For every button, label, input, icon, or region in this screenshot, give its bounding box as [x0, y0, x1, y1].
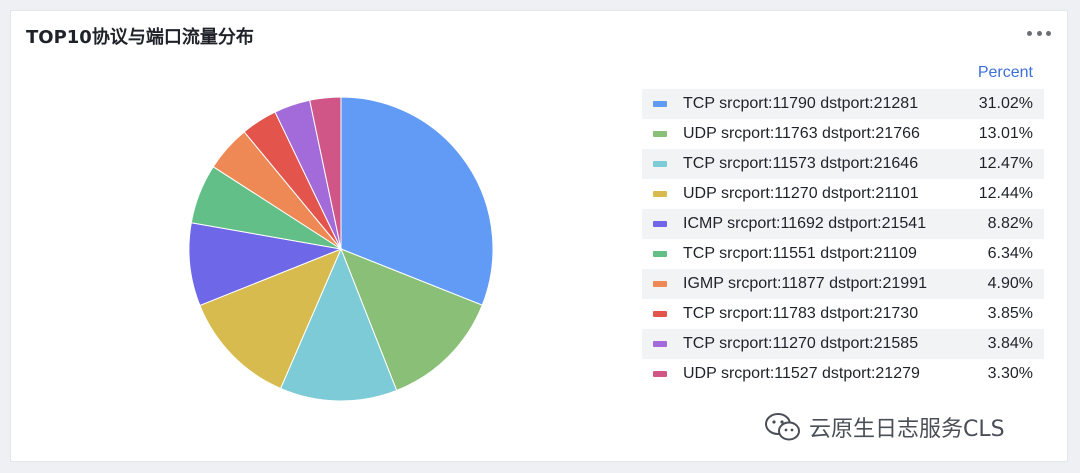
legend-value: 3.30% [987, 365, 1033, 382]
legend-value: 13.01% [978, 125, 1033, 142]
legend-value: 4.90% [987, 275, 1033, 292]
panel-title: TOP10协议与端口流量分布 [26, 27, 254, 48]
pie-slice[interactable] [309, 96, 342, 250]
legend-swatch [653, 101, 667, 107]
more-dot [1036, 30, 1042, 36]
legend-value: 3.85% [987, 305, 1033, 322]
legend-item[interactable]: UDP srcport:11527 dstport:21279 3.30% [642, 359, 1044, 389]
pie-slice[interactable] [279, 247, 398, 402]
legend-label: UDP srcport:11527 dstport:21279 [683, 365, 920, 382]
pie-chart [188, 96, 494, 402]
legend-label: TCP srcport:11551 dstport:21109 [683, 245, 917, 262]
legend-label: TCP srcport:11783 dstport:21730 [683, 305, 919, 322]
legend-label: IGMP srcport:11877 dstport:21991 [683, 275, 927, 292]
legend-swatch [653, 281, 667, 287]
legend-item[interactable]: IGMP srcport:11877 dstport:21991 4.90% [642, 269, 1044, 299]
legend-item[interactable]: UDP srcport:11270 dstport:21101 12.44% [642, 179, 1044, 209]
legend-label: UDP srcport:11270 dstport:21101 [683, 185, 919, 202]
legend-label: TCP srcport:11270 dstport:21585 [683, 335, 919, 352]
legend-item[interactable]: TCP srcport:11573 dstport:21646 12.47% [642, 149, 1044, 179]
pie-slice[interactable] [340, 248, 483, 392]
legend-value: 31.02% [978, 95, 1033, 112]
legend-swatch [653, 371, 667, 377]
legend-label: UDP srcport:11763 dstport:21766 [683, 125, 920, 142]
legend-label: ICMP srcport:11692 dstport:21541 [683, 215, 927, 232]
legend-item[interactable]: TCP srcport:11790 dstport:21281 31.02% [642, 89, 1044, 119]
watermark-text: 云原生日志服务CLS [809, 417, 1005, 442]
chart-panel: TOP10协议与端口流量分布 Percent TCP srcport:11790… [10, 10, 1068, 462]
legend-label: TCP srcport:11790 dstport:21281 [683, 95, 919, 112]
legend-label: TCP srcport:11573 dstport:21646 [683, 155, 919, 172]
legend-value: 3.84% [987, 335, 1033, 352]
more-horizontal-icon[interactable] [1027, 28, 1051, 38]
legend-swatch [653, 161, 667, 167]
watermark: 云原生日志服务CLS [763, 411, 1005, 443]
legend-swatch [653, 191, 667, 197]
more-dot [1046, 30, 1051, 36]
legend-item[interactable]: TCP srcport:11783 dstport:21730 3.85% [642, 299, 1044, 329]
legend-value: 12.44% [978, 185, 1033, 202]
legend-item[interactable]: TCP srcport:11270 dstport:21585 3.84% [642, 329, 1044, 359]
legend-value: 6.34% [987, 245, 1033, 262]
legend-swatch [653, 131, 667, 137]
more-dot [1027, 30, 1032, 36]
legend-swatch [653, 341, 667, 347]
pie-slice[interactable] [340, 96, 494, 306]
legend-value: 8.82% [987, 215, 1033, 232]
chart-legend: Percent TCP srcport:11790 dstport:21281 3… [642, 63, 1044, 389]
legend-swatch [653, 221, 667, 227]
pie-slice[interactable] [199, 248, 342, 390]
wechat-icon [765, 413, 800, 441]
legend-item[interactable]: UDP srcport:11763 dstport:21766 13.01% [642, 119, 1044, 149]
legend-header: Percent [977, 64, 1033, 81]
pie-slice[interactable] [188, 222, 343, 307]
legend-item[interactable]: ICMP srcport:11692 dstport:21541 8.82% [642, 209, 1044, 239]
legend-swatch [653, 311, 667, 317]
legend-item[interactable]: TCP srcport:11551 dstport:21109 6.34% [642, 239, 1044, 269]
legend-value: 12.47% [978, 155, 1033, 172]
legend-swatch [653, 251, 667, 257]
